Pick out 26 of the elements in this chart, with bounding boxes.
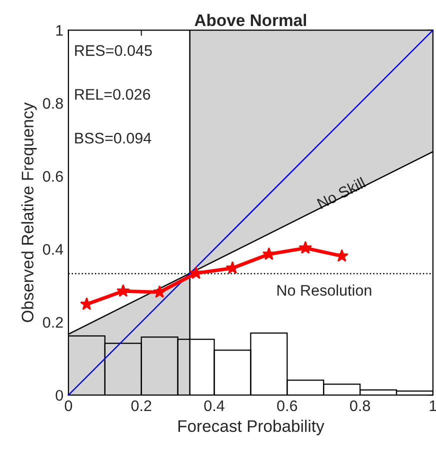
annotation: RES=0.045 — [75, 45, 152, 56]
x-tick-label: 1 — [430, 400, 436, 412]
point — [298, 241, 312, 254]
y-tick-label: 0 — [56, 390, 63, 401]
point — [152, 285, 166, 298]
point — [116, 284, 130, 297]
annotation: BSS=0.094 — [75, 132, 152, 144]
y-tick-label: 1 — [56, 25, 63, 36]
point — [335, 249, 348, 262]
point — [189, 266, 203, 279]
annotation: REL=0.026 — [75, 88, 150, 100]
ref-line-label: No Resolution — [277, 284, 372, 296]
y-axis-title: Observed Relative Frequency — [21, 102, 37, 322]
y-tick-label: 0.6 — [42, 171, 63, 182]
point — [262, 247, 276, 260]
x-tick-label: 0 — [64, 400, 72, 412]
x-tick-label: 0.6 — [277, 400, 298, 412]
y-tick-label: 0.8 — [42, 98, 63, 109]
x-tick-label: 0.4 — [204, 400, 224, 412]
x-axis-title: Forecast Probability — [178, 420, 324, 436]
y-tick-label: 0.2 — [42, 316, 63, 328]
x-tick-label: 0.2 — [131, 400, 152, 412]
x-tick-label: 0.8 — [350, 400, 370, 412]
chart-title: Above Normal — [194, 14, 306, 26]
point — [80, 297, 94, 310]
y-tick-label: 0.4 — [42, 244, 64, 255]
